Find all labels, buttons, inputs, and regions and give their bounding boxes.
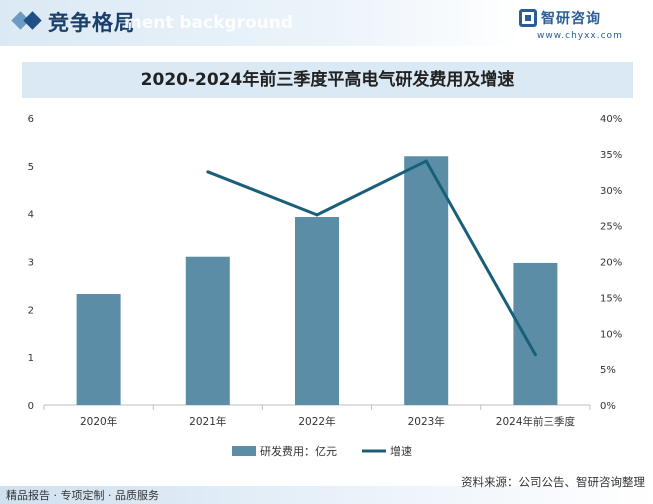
y-right-tick-label: 5%: [600, 365, 616, 376]
y-left-tick-label: 1: [28, 353, 34, 364]
footer-slogan: 精品报告 · 专项定制 · 品质服务: [6, 489, 159, 502]
line-point: [315, 213, 319, 217]
bar: [76, 294, 121, 405]
y-left-tick-label: 4: [28, 210, 34, 221]
x-tick-label: 2024年前三季度: [496, 415, 576, 428]
y-right-tick-label: 30%: [600, 186, 622, 197]
bar: [185, 256, 230, 405]
y-left-tick-label: 2: [28, 305, 34, 316]
bar: [295, 217, 339, 405]
y-right-tick-label: 15%: [600, 293, 622, 304]
y-right-tick-label: 35%: [600, 150, 622, 161]
brand-logo: 智研咨询 www.chyxx.com: [519, 7, 639, 43]
logo-icon: [519, 9, 537, 27]
y-left-tick-label: 5: [28, 162, 34, 173]
y-right-tick-label: 25%: [600, 222, 622, 233]
line-point: [424, 159, 428, 163]
bar: [513, 262, 558, 405]
y-left-tick-label: 0: [28, 401, 34, 412]
x-tick-label: 2021年: [189, 415, 226, 428]
bar: [404, 156, 449, 405]
x-tick-label: 2023年: [408, 415, 445, 428]
legend-label-bar: 研发费用：亿元: [260, 444, 337, 458]
legend-label-line: 增速: [390, 444, 412, 458]
chart-title-band: 2020-2024年前三季度平高电气研发费用及增速: [22, 62, 633, 98]
growth-line: [207, 159, 537, 356]
section-title: 竞争格局: [48, 11, 136, 35]
header-watermark: ment background: [124, 13, 294, 33]
y-right-tick-label: 10%: [600, 329, 622, 340]
y-right-tick-label: 20%: [600, 258, 622, 269]
y-left-tick-label: 6: [28, 114, 34, 125]
line-point: [206, 170, 210, 174]
line-point: [533, 353, 537, 357]
legend-swatch-bar: [232, 446, 256, 456]
logo-name: 智研咨询: [541, 11, 601, 27]
source-note: 资料来源：公司公告、智研咨询整理: [461, 475, 645, 489]
y-right-tick-label: 40%: [600, 114, 622, 125]
y-left-tick-label: 3: [28, 258, 34, 269]
chart-title: 2020-2024年前三季度平高电气研发费用及增速: [140, 70, 515, 90]
y-right-tick-label: 0%: [600, 401, 616, 412]
header: 竞争格局 ment background 智研咨询 www.chyxx.com: [0, 0, 653, 46]
x-tick-label: 2022年: [298, 415, 335, 428]
x-tick-label: 2020年: [80, 415, 117, 428]
footer-band: [0, 486, 653, 504]
footer: 精品报告 · 专项定制 · 品质服务 资料来源：公司公告、智研咨询整理: [0, 474, 653, 504]
chart: 0 1 2 3 4 5 6 0% 5% 10% 15% 20% 25% 30% 35% 40% 2020年 202…: [28, 114, 623, 458]
logo-url: www.chyxx.com: [537, 31, 623, 41]
header-band: [0, 0, 653, 46]
